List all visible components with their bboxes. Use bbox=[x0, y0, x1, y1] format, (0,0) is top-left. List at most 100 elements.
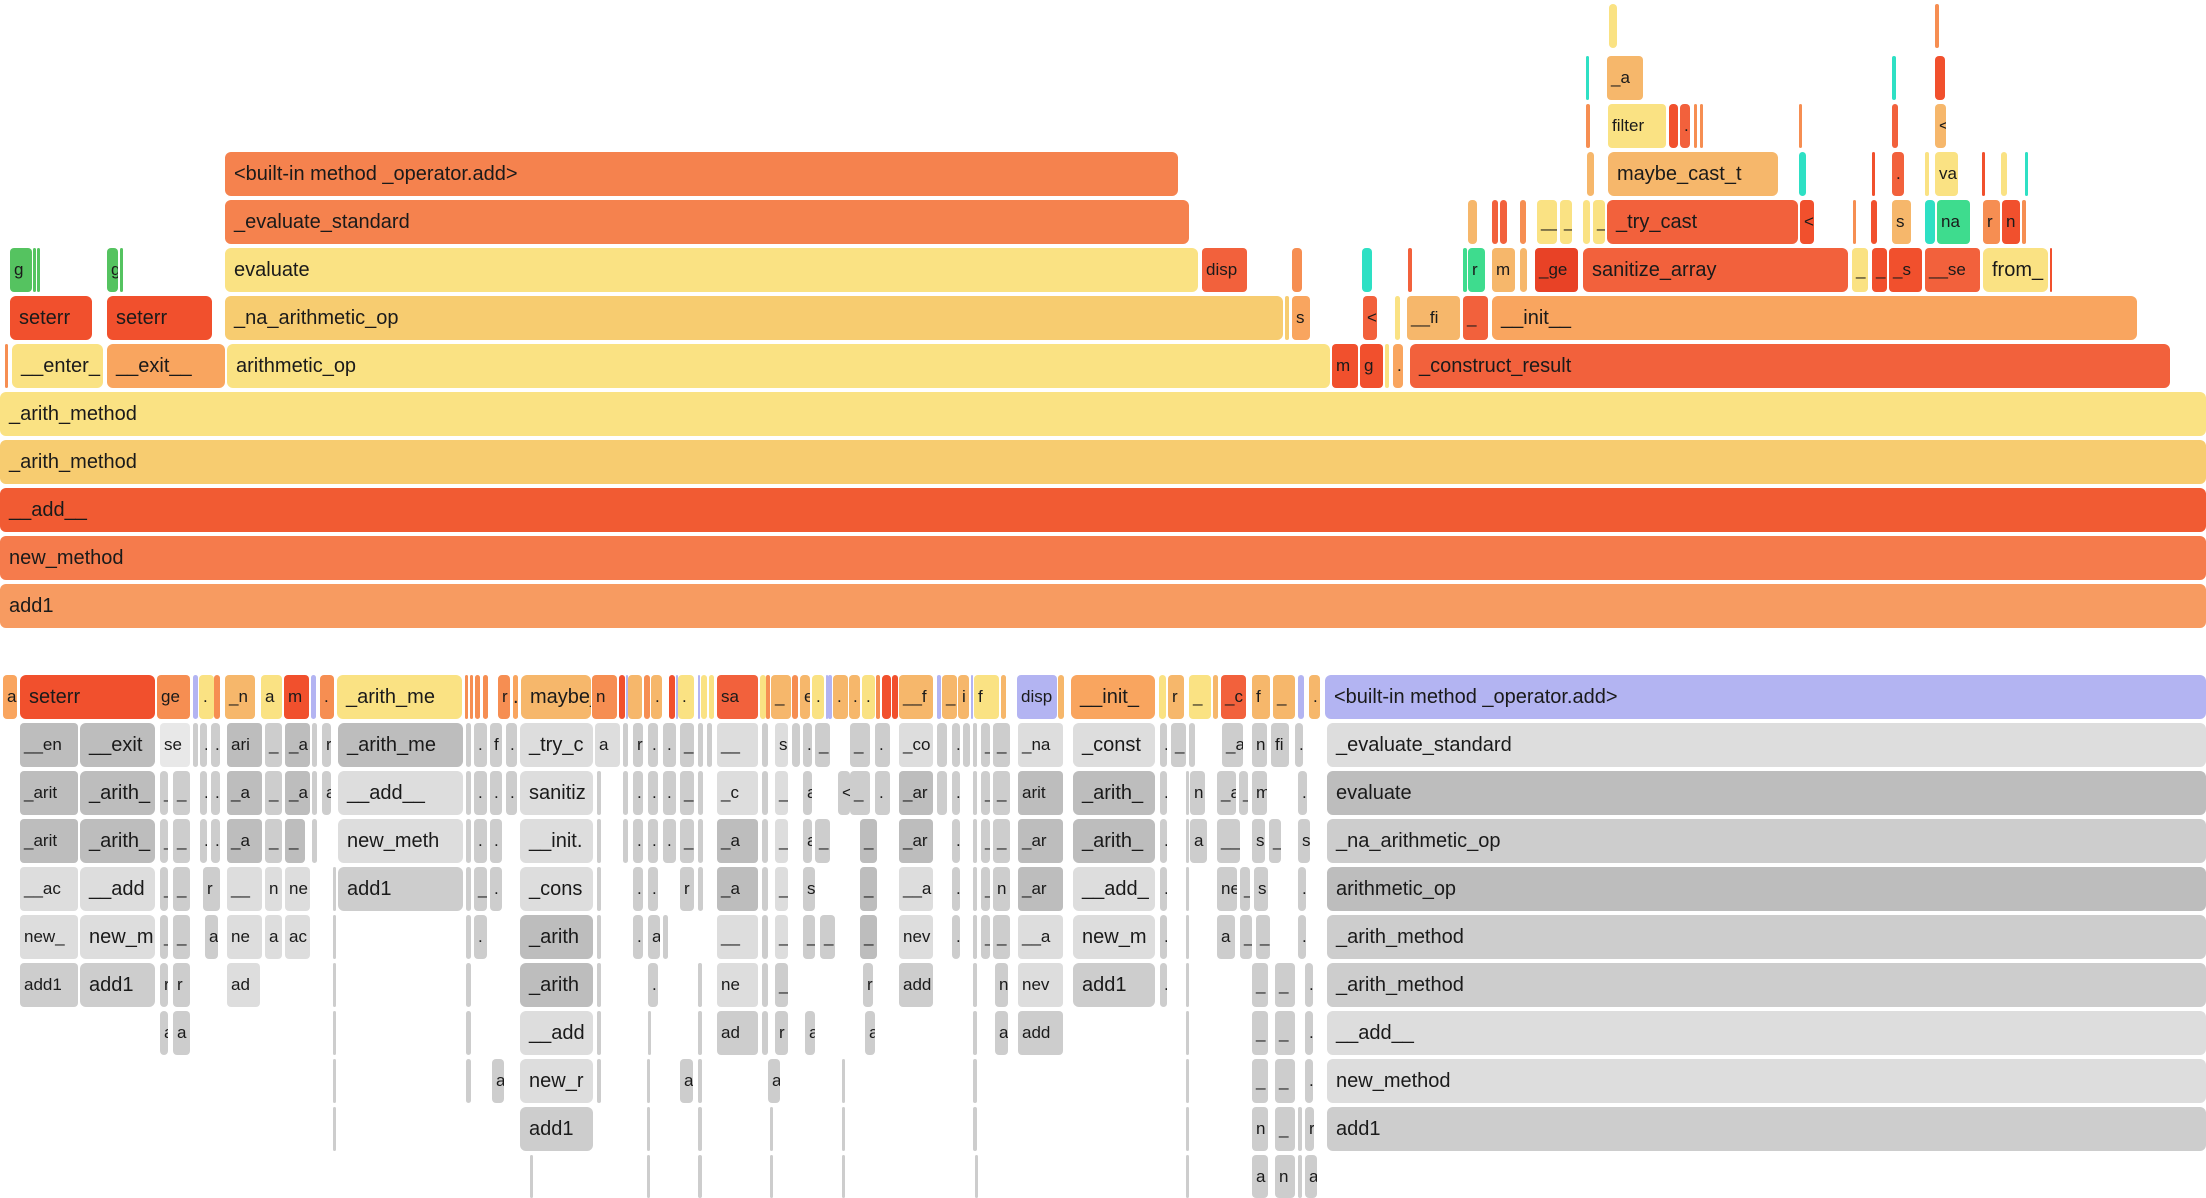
flame-frame[interactable] bbox=[698, 819, 703, 863]
flame-frame[interactable]: evaluate bbox=[1327, 771, 2206, 815]
flame-frame[interactable] bbox=[698, 1107, 702, 1151]
flame-frame[interactable] bbox=[762, 963, 768, 1007]
flame-frame[interactable] bbox=[120, 248, 123, 292]
flame-frame[interactable]: a bbox=[261, 675, 282, 719]
flame-frame[interactable] bbox=[333, 1011, 336, 1055]
flame-frame[interactable] bbox=[1586, 56, 1589, 100]
flame-frame[interactable]: _ bbox=[820, 915, 835, 959]
flame-frame[interactable] bbox=[1058, 675, 1064, 719]
flame-frame[interactable] bbox=[698, 1011, 702, 1055]
flame-frame[interactable]: e bbox=[800, 675, 810, 719]
flame-frame[interactable]: . bbox=[648, 819, 658, 863]
flame-frame[interactable] bbox=[698, 675, 700, 719]
flame-frame[interactable] bbox=[762, 1011, 768, 1055]
flame-frame[interactable]: g bbox=[1360, 344, 1383, 388]
flame-frame[interactable]: _arith_ bbox=[1073, 771, 1155, 815]
flame-frame[interactable]: a bbox=[995, 1011, 1008, 1055]
flame-frame[interactable] bbox=[1186, 819, 1189, 863]
flame-frame[interactable]: __init__ bbox=[1492, 296, 2137, 340]
flame-frame[interactable]: _arith_ bbox=[80, 771, 155, 815]
flame-frame[interactable] bbox=[1925, 152, 1929, 196]
flame-frame[interactable]: n bbox=[1252, 723, 1267, 767]
flame-frame[interactable]: . bbox=[200, 819, 207, 863]
flame-frame[interactable] bbox=[193, 675, 198, 719]
flame-frame[interactable]: n bbox=[2002, 200, 2020, 244]
flame-frame[interactable]: s bbox=[1254, 867, 1268, 911]
flame-frame[interactable] bbox=[1186, 963, 1189, 1007]
flame-frame[interactable]: . bbox=[849, 675, 860, 719]
flame-frame[interactable] bbox=[762, 819, 768, 863]
flame-frame[interactable] bbox=[1385, 344, 1389, 388]
flame-frame[interactable] bbox=[1694, 104, 1697, 148]
flame-frame[interactable] bbox=[333, 1059, 336, 1103]
flame-frame[interactable]: _arith bbox=[520, 915, 593, 959]
flame-frame[interactable]: add1 bbox=[1327, 1107, 2206, 1151]
flame-frame[interactable] bbox=[698, 963, 702, 1007]
flame-frame[interactable]: . bbox=[812, 675, 824, 719]
flame-frame[interactable]: _ bbox=[775, 819, 788, 863]
flame-frame[interactable]: ne bbox=[227, 915, 262, 959]
flame-frame[interactable]: _ bbox=[803, 915, 815, 959]
flame-frame[interactable]: . bbox=[506, 723, 517, 767]
flame-frame[interactable]: s bbox=[803, 867, 815, 911]
flame-frame[interactable] bbox=[698, 771, 703, 815]
flame-frame[interactable] bbox=[623, 771, 628, 815]
flame-frame[interactable] bbox=[647, 1059, 650, 1103]
flame-frame[interactable]: . bbox=[633, 867, 643, 911]
flame-frame[interactable] bbox=[2001, 152, 2007, 196]
flame-frame[interactable]: . bbox=[1160, 771, 1167, 815]
flame-frame[interactable]: _a bbox=[1217, 771, 1236, 815]
flame-frame[interactable]: _ bbox=[860, 915, 877, 959]
flame-frame[interactable]: _arith_me bbox=[338, 723, 463, 767]
flame-frame[interactable]: sanitiz bbox=[520, 771, 593, 815]
flame-frame[interactable]: g bbox=[10, 248, 32, 292]
flame-frame[interactable] bbox=[876, 675, 880, 719]
flame-frame[interactable] bbox=[792, 723, 800, 767]
flame-frame[interactable]: seterr bbox=[20, 675, 155, 719]
flame-frame[interactable]: a bbox=[1252, 1155, 1268, 1198]
flame-frame[interactable]: new_ bbox=[20, 915, 78, 959]
flame-frame[interactable]: _ bbox=[160, 915, 168, 959]
flame-frame[interactable] bbox=[1285, 296, 1289, 340]
flame-frame[interactable]: . bbox=[474, 723, 487, 767]
flame-frame[interactable]: r bbox=[1983, 200, 2000, 244]
flame-frame[interactable] bbox=[1395, 296, 1400, 340]
flame-frame[interactable]: _ bbox=[1240, 867, 1250, 911]
flame-frame[interactable]: __add__ bbox=[338, 771, 463, 815]
flame-frame[interactable]: r bbox=[1168, 675, 1184, 719]
flame-frame[interactable] bbox=[466, 1059, 471, 1103]
flame-frame[interactable]: n bbox=[592, 675, 617, 719]
flame-frame[interactable]: _arith_method bbox=[0, 392, 2206, 436]
flame-frame[interactable]: __init_ bbox=[1071, 675, 1155, 719]
flame-frame[interactable] bbox=[1892, 104, 1898, 148]
flame-frame[interactable]: _ bbox=[981, 915, 990, 959]
flame-frame[interactable]: ge bbox=[157, 675, 190, 719]
flame-frame[interactable]: . bbox=[1298, 771, 1307, 815]
flame-frame[interactable]: add1 bbox=[0, 584, 2206, 628]
flame-frame[interactable]: f bbox=[490, 723, 502, 767]
flame-frame[interactable]: _ar bbox=[1018, 867, 1063, 911]
flame-frame[interactable]: . bbox=[648, 723, 658, 767]
flame-frame[interactable]: _ bbox=[1273, 675, 1295, 719]
flame-frame[interactable]: _ bbox=[1872, 248, 1887, 292]
flame-frame[interactable]: add bbox=[1018, 1011, 1063, 1055]
flame-frame[interactable]: _ bbox=[1239, 771, 1248, 815]
flame-frame[interactable]: evaluate bbox=[225, 248, 1198, 292]
flame-frame[interactable]: _a bbox=[285, 771, 310, 815]
flame-frame[interactable] bbox=[466, 819, 471, 863]
flame-frame[interactable]: < bbox=[838, 771, 850, 815]
flame-frame[interactable]: __fi bbox=[1407, 296, 1460, 340]
flame-frame[interactable]: . bbox=[651, 675, 662, 719]
flame-frame[interactable]: _arit bbox=[20, 819, 78, 863]
flame-frame[interactable]: r bbox=[775, 1011, 788, 1055]
flame-frame[interactable] bbox=[312, 771, 317, 815]
flame-frame[interactable]: arit bbox=[1018, 771, 1063, 815]
flame-frame[interactable] bbox=[311, 675, 316, 719]
flame-frame[interactable] bbox=[1186, 1059, 1189, 1103]
flame-frame[interactable]: s bbox=[1292, 296, 1310, 340]
flame-frame[interactable]: _ bbox=[1593, 200, 1605, 244]
flame-frame[interactable]: . bbox=[490, 819, 502, 863]
flame-frame[interactable]: . bbox=[833, 675, 848, 719]
flame-frame[interactable]: n bbox=[993, 867, 1010, 911]
flame-frame[interactable]: . bbox=[803, 723, 812, 767]
